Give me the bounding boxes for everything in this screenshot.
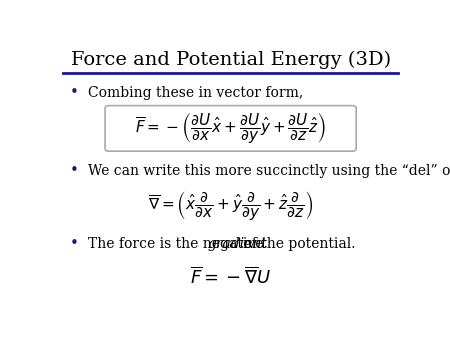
Text: gradient: gradient	[208, 237, 268, 250]
Text: Force and Potential Energy (3D): Force and Potential Energy (3D)	[71, 51, 391, 69]
Text: •: •	[70, 236, 79, 251]
Text: We can write this more succinctly using the “del” operator.: We can write this more succinctly using …	[88, 164, 450, 178]
Text: of the potential.: of the potential.	[238, 237, 355, 250]
Text: The force is the negative: The force is the negative	[88, 237, 267, 250]
Text: •: •	[70, 163, 79, 178]
Text: $\overline{F} = -\left(\dfrac{\partial U}{\partial x}\hat{x} + \dfrac{\partial U: $\overline{F} = -\left(\dfrac{\partial U…	[135, 110, 326, 145]
Text: $\overline{\nabla} = \left(\hat{x}\dfrac{\partial}{\partial x} + \hat{y}\dfrac{\: $\overline{\nabla} = \left(\hat{x}\dfrac…	[148, 189, 313, 222]
Text: Combing these in vector form,: Combing these in vector form,	[88, 86, 303, 100]
Text: •: •	[70, 85, 79, 100]
Text: $\overline{F} = -\overline{\nabla}U$: $\overline{F} = -\overline{\nabla}U$	[190, 267, 271, 288]
FancyBboxPatch shape	[105, 105, 356, 151]
